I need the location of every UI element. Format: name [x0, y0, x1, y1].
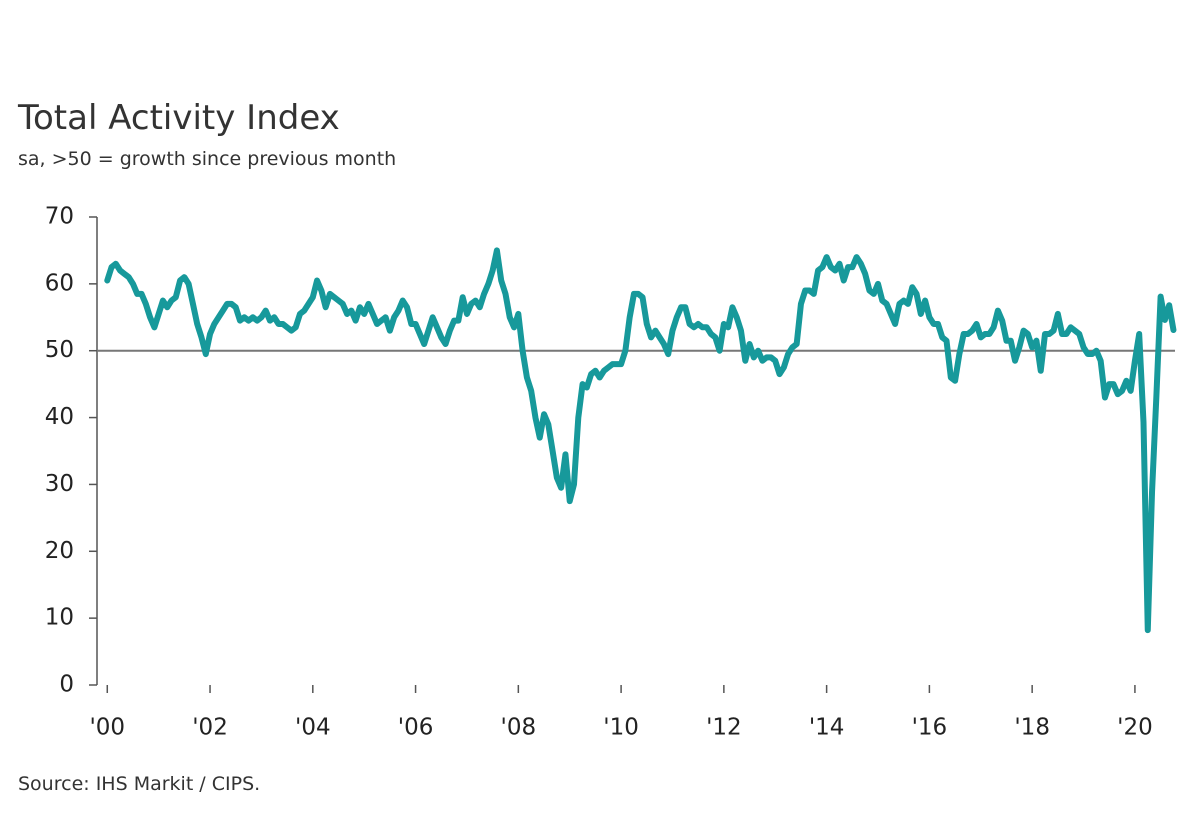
y-tick-label: 70 [45, 204, 74, 230]
x-tick-label: '12 [706, 715, 742, 741]
x-tick-label: '06 [398, 715, 434, 741]
x-tick-label: '02 [192, 715, 228, 741]
y-tick-label: 60 [45, 270, 74, 296]
x-tick-label: '18 [1014, 715, 1050, 741]
chart-title: Total Activity Index [17, 98, 340, 138]
y-tick-label: 20 [45, 538, 74, 564]
x-tick-label: '20 [1117, 715, 1153, 741]
y-tick-label: 50 [45, 337, 74, 363]
x-tick-label: '16 [912, 715, 948, 741]
y-tick-label: 40 [45, 404, 74, 430]
y-tick-label: 10 [45, 605, 74, 631]
x-tick-label: '08 [501, 715, 537, 741]
chart-subtitle: sa, >50 = growth since previous month [18, 148, 396, 170]
x-tick-label: '14 [809, 715, 845, 741]
source-note: Source: IHS Markit / CIPS. [18, 773, 260, 795]
x-tick-label: '04 [295, 715, 331, 741]
y-tick-label: 0 [59, 672, 74, 698]
y-tick-label: 30 [45, 471, 74, 497]
data-line [104, 247, 1177, 634]
x-tick-label: '00 [89, 715, 125, 741]
x-tick-label: '10 [603, 715, 639, 741]
